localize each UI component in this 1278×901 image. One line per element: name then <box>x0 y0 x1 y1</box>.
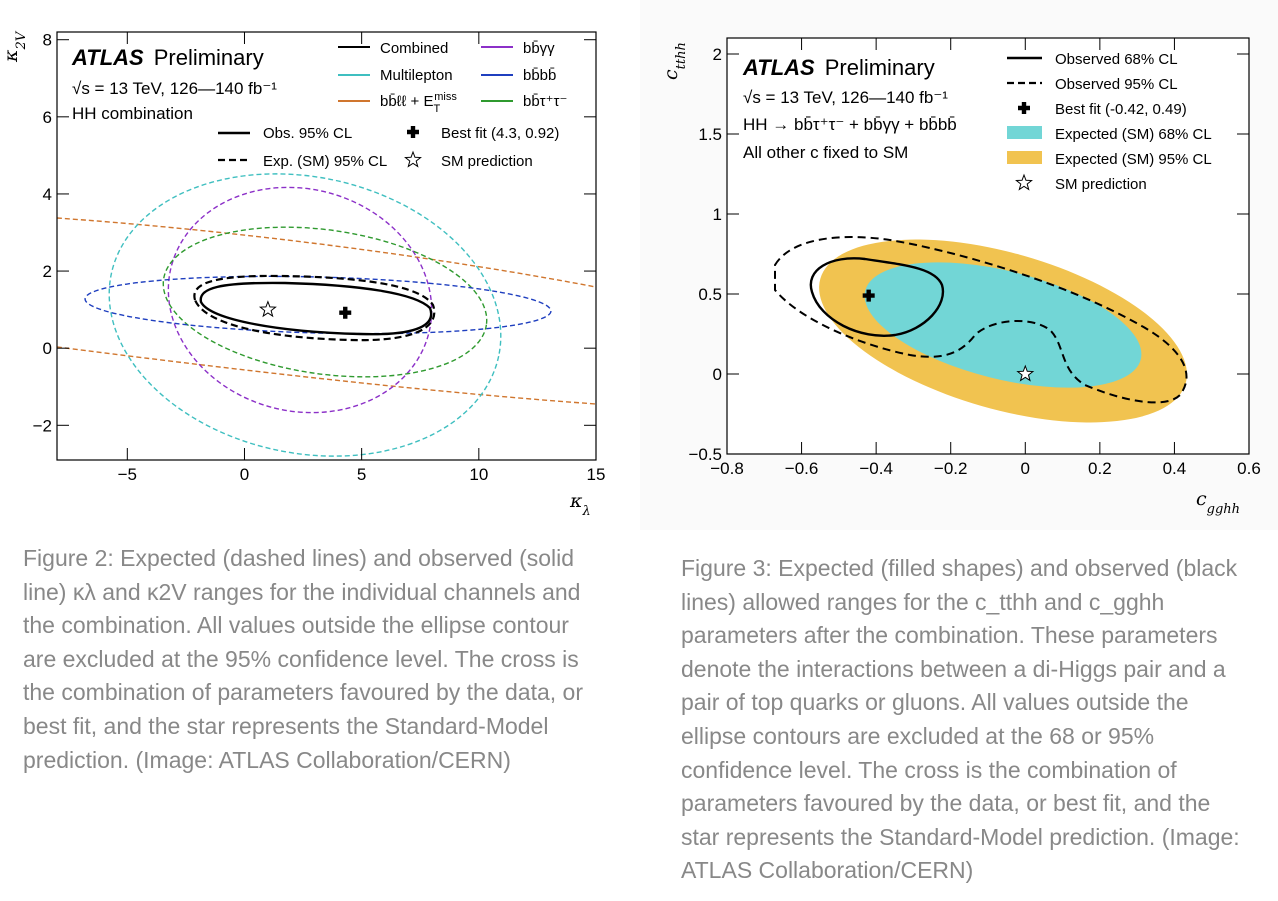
x-tick-label: 15 <box>587 465 606 484</box>
figure-2-svg: −5 0 5 10 15 −2 0 2 4 6 8 ATLAS Preliminary √s = 13… <box>0 30 606 519</box>
figure-3-caption: Figure 3: Expected (filled shapes) and o… <box>681 555 1240 884</box>
figure-2-xlabel: κλ <box>569 490 591 519</box>
legend-combined: Combined <box>380 40 448 57</box>
sm-prediction-star-marker <box>258 300 277 318</box>
figure-3-ticks: −0.8 −0.6 −0.4 −0.2 0 0.2 0.4 0.6 −0.5 0 0.5 1 1.5 2 <box>688 38 1261 478</box>
y-tick-label: 2 <box>43 262 52 281</box>
figure-2-energy-label: √s = 13 TeV, 126—140 fb⁻¹ <box>72 79 277 98</box>
x-tick-label: 0.6 <box>1237 459 1261 478</box>
observed-95-contour <box>774 236 1188 404</box>
y-tick-label: 8 <box>43 31 52 50</box>
figure-3-c-plot: −0.8 −0.6 −0.4 −0.2 0 0.2 0.4 0.6 −0.5 0 0.5 1 1.5 2 … <box>640 0 1278 530</box>
x-tick-label: −0.4 <box>859 459 893 478</box>
y-tick-label: 0 <box>713 365 722 384</box>
y-tick-label: 6 <box>43 108 52 127</box>
legend-expected-95: Expected (SM) 95% CL <box>1055 151 1212 168</box>
y-tick-label: 0.5 <box>698 285 722 304</box>
legend-bbtautau: bb̄τ⁺τ⁻ <box>523 93 567 110</box>
legend-multilepton: Multilepton <box>380 67 453 84</box>
legend-best-fit-3: Best fit (-0.42, 0.49) <box>1055 101 1187 118</box>
bbyy-contour <box>167 186 433 414</box>
combined-observed-contour <box>199 281 433 336</box>
figure-3-atlas-label: ATLAS Preliminary <box>742 55 935 80</box>
figure-2-atlas-label: ATLAS Preliminary <box>71 45 264 70</box>
figure-3-ylabel: ctthh <box>660 42 689 80</box>
figure-2-frame <box>56 31 597 461</box>
y-tick-label: 1 <box>713 205 722 224</box>
legend-bbbb: bb̄bb̄ <box>523 67 556 84</box>
x-tick-label: −0.2 <box>934 459 968 478</box>
bbll-lower-contour <box>57 346 596 405</box>
combined-expected-contour <box>193 274 436 342</box>
legend-star-icon <box>404 150 422 168</box>
legend-obs-95: Obs. 95% CL <box>263 125 352 142</box>
legend-sm-prediction-3: SM prediction <box>1055 176 1147 193</box>
legend-bbll: bb̄ℓℓ + ETmiss <box>380 91 457 115</box>
y-tick-label: 0 <box>43 339 52 358</box>
x-tick-label: 10 <box>469 465 488 484</box>
figure-2-ylabel: κ2V <box>0 30 29 63</box>
legend-observed-68: Observed 68% CL <box>1055 51 1178 68</box>
best-fit-cross-marker <box>339 306 352 319</box>
figure-3-legend: Observed 68% CL Observed 95% CL Best fit… <box>1007 51 1212 193</box>
legend-cross-icon-3 <box>1018 102 1030 114</box>
figure-3-xlabel: cgghh <box>1196 488 1240 517</box>
multilepton-contour <box>108 173 502 457</box>
figure-3-process-label: HH → bb̄τ⁺τ⁻ + bb̄γγ + bb̄bb̄ <box>743 115 957 134</box>
x-tick-label: −0.8 <box>710 459 744 478</box>
x-tick-label: −0.6 <box>785 459 819 478</box>
legend-exp-95: Exp. (SM) 95% CL <box>263 153 387 170</box>
y-tick-label: −2 <box>33 416 52 435</box>
best-fit-cross-marker-3 <box>862 289 875 302</box>
legend-cross-icon <box>407 126 419 138</box>
bbtautau-contour <box>162 226 488 378</box>
x-tick-label: 5 <box>357 465 366 484</box>
figure-3-fixed-label: All other c fixed to SM <box>743 143 908 162</box>
x-tick-label: 0 <box>1021 459 1030 478</box>
legend-sm-prediction: SM prediction <box>441 153 533 170</box>
y-tick-label: 2 <box>713 45 722 64</box>
figure-2-style-legend: Obs. 95% CL Exp. (SM) 95% CL Best fit (4… <box>218 125 559 170</box>
figure-2-contours <box>57 173 596 457</box>
y-tick-label: 4 <box>43 185 52 204</box>
sm-prediction-star-marker-3 <box>1016 364 1035 382</box>
figure-3-contours <box>774 236 1188 423</box>
figure-2-analysis-label: HH combination <box>72 104 193 123</box>
legend-expected-68: Expected (SM) 68% CL <box>1055 126 1212 143</box>
legend-best-fit: Best fit (4.3, 0.92) <box>441 125 559 142</box>
x-tick-label: −5 <box>118 465 137 484</box>
figure-3-energy-label: √s = 13 TeV, 126—140 fb⁻¹ <box>743 88 948 107</box>
x-tick-label: 0.4 <box>1163 459 1187 478</box>
legend-bbyy: bb̄γγ <box>523 40 555 57</box>
observed-68-contour <box>809 257 945 337</box>
y-tick-label: −0.5 <box>688 445 722 464</box>
legend-observed-95: Observed 95% CL <box>1055 76 1178 93</box>
bbll-upper-contour <box>57 217 596 288</box>
y-tick-label: 1.5 <box>698 125 722 144</box>
figure-2-kappa-plot: −5 0 5 10 15 −2 0 2 4 6 8 ATLAS Preliminary √s = 13… <box>0 0 640 530</box>
figure-3-svg: −0.8 −0.6 −0.4 −0.2 0 0.2 0.4 0.6−0.500.511.52 … <box>640 0 1278 530</box>
figure-3-frame <box>726 37 1250 455</box>
figure-2-channel-legend: Combined Multilepton bb̄ℓℓ + ETmiss bb̄γ… <box>338 40 567 115</box>
legend-star-icon-3 <box>1015 173 1033 191</box>
x-tick-label: 0 <box>240 465 249 484</box>
figure-2-ticks: −5 0 5 10 15 −2 0 2 4 6 8 <box>33 31 606 484</box>
bbbb-contour <box>84 275 552 335</box>
x-tick-label: 0.2 <box>1088 459 1112 478</box>
figure-2-caption: Figure 2: Expected (dashed lines) and ob… <box>23 545 583 773</box>
